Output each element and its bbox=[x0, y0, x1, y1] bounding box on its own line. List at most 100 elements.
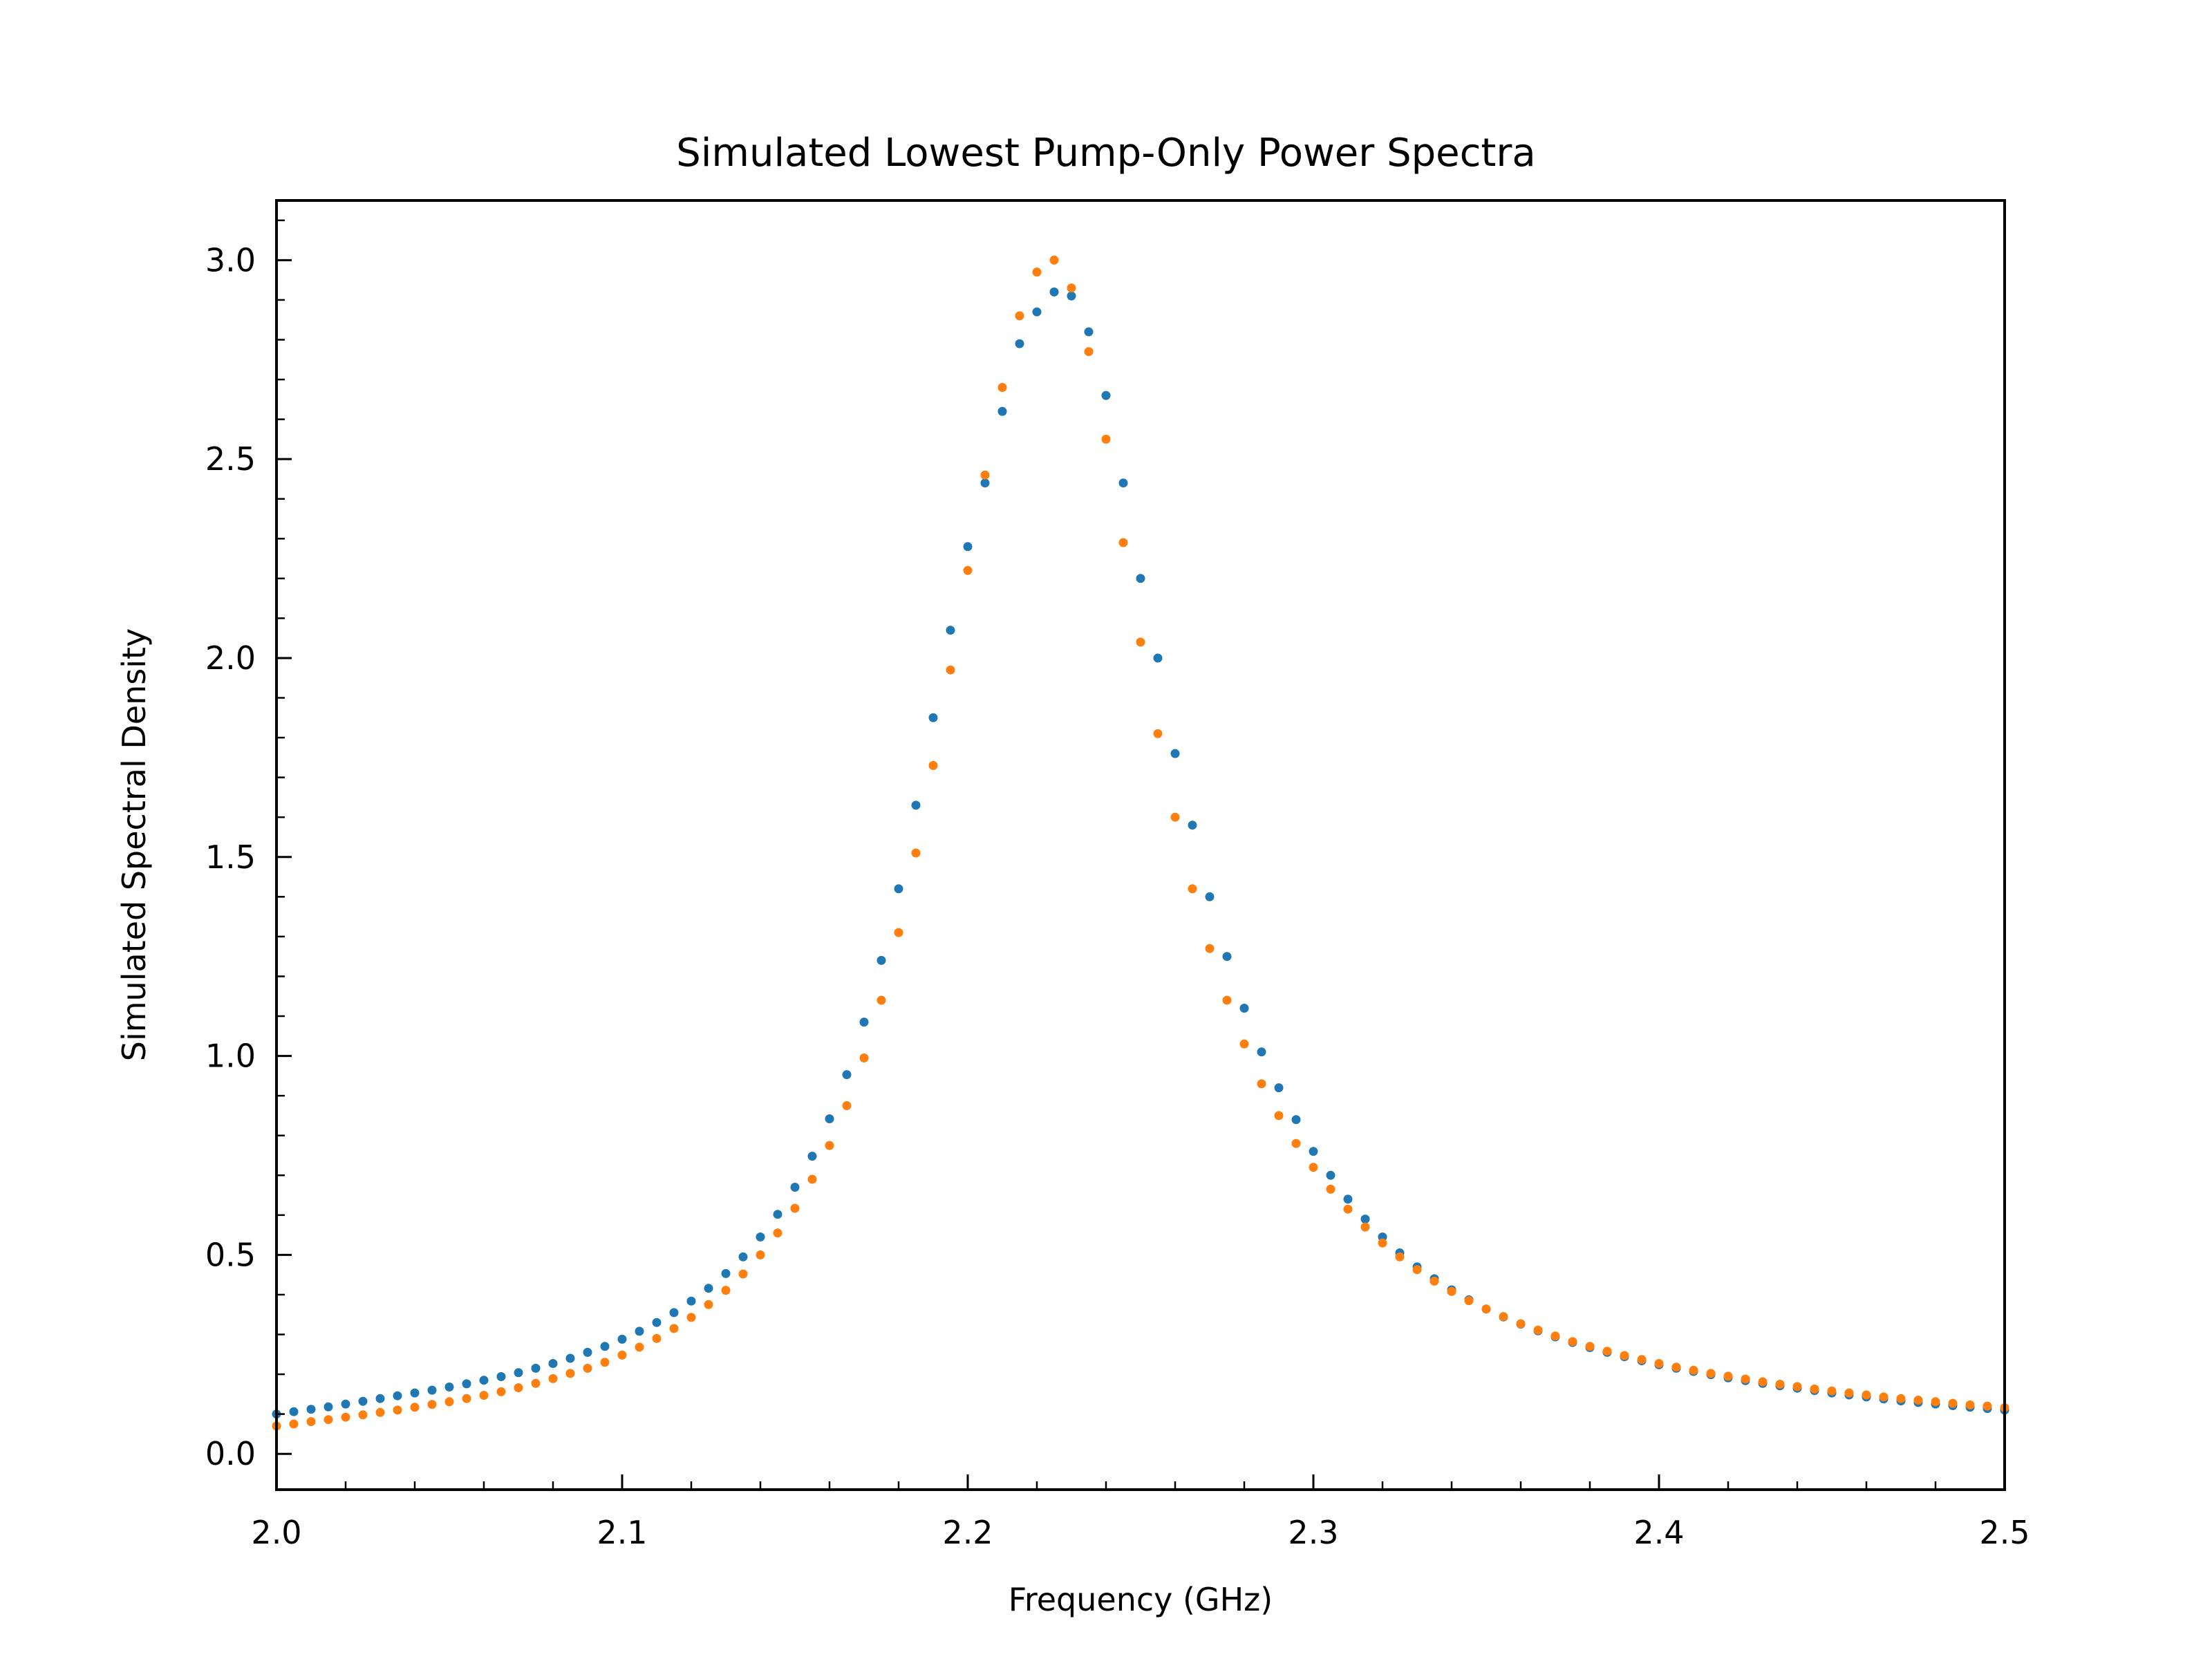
series-2-point bbox=[1810, 1384, 1819, 1394]
series-2-point bbox=[1343, 1204, 1353, 1214]
series-2-point bbox=[1844, 1388, 1854, 1398]
series-1-point bbox=[635, 1327, 644, 1336]
series-1-point bbox=[704, 1284, 713, 1293]
data-marks bbox=[272, 255, 2009, 1431]
series-2-point bbox=[514, 1383, 523, 1393]
series-1-point bbox=[427, 1385, 437, 1395]
x-tick-label: 2.1 bbox=[597, 1514, 647, 1551]
series-2-point bbox=[894, 928, 903, 937]
series-2-point bbox=[1015, 311, 1024, 321]
series-1-point bbox=[1015, 339, 1024, 348]
series-2-point bbox=[1965, 1400, 1975, 1409]
series-1-point bbox=[911, 800, 921, 810]
x-axis-label: Frequency (GHz) bbox=[1009, 1581, 1273, 1618]
series-2-point bbox=[1568, 1337, 1577, 1347]
plot-frame bbox=[275, 199, 2006, 1491]
series-2-point bbox=[1032, 268, 1042, 277]
series-1-point bbox=[1153, 653, 1163, 663]
series-2-point bbox=[1775, 1380, 1785, 1389]
series-1-point bbox=[1101, 391, 1111, 400]
series-2-point bbox=[1049, 255, 1059, 265]
series-2-point bbox=[600, 1358, 610, 1367]
series-1-point bbox=[358, 1396, 368, 1406]
series-2-point bbox=[825, 1141, 834, 1150]
series-2-point bbox=[479, 1391, 489, 1400]
series-1-point bbox=[531, 1363, 541, 1373]
series-2-point bbox=[1896, 1394, 1906, 1403]
series-1-point bbox=[1257, 1047, 1266, 1057]
series-2-point bbox=[1913, 1396, 1923, 1405]
series-1-point bbox=[1343, 1194, 1353, 1204]
series-2-point bbox=[410, 1403, 420, 1412]
series-2-point bbox=[877, 995, 886, 1005]
series-2-point bbox=[1170, 812, 1180, 822]
series-2-point bbox=[946, 665, 955, 675]
series-2-point bbox=[1637, 1355, 1647, 1365]
series-1-point bbox=[790, 1183, 800, 1192]
series-2-point bbox=[1291, 1138, 1301, 1148]
series-2-point bbox=[721, 1286, 731, 1295]
series-1-point bbox=[1222, 952, 1232, 962]
series-2-point bbox=[1101, 434, 1111, 444]
series-2-point bbox=[1533, 1325, 1543, 1335]
series-2-point bbox=[1430, 1276, 1439, 1286]
series-2-point bbox=[1067, 283, 1076, 293]
series-2-point bbox=[635, 1342, 644, 1352]
series-1-point bbox=[963, 542, 973, 552]
series-2-point bbox=[531, 1378, 541, 1388]
series-2-point bbox=[1602, 1347, 1612, 1356]
x-tick-label: 2.2 bbox=[942, 1514, 993, 1551]
series-1-point bbox=[652, 1318, 662, 1327]
y-tick-label: 1.5 bbox=[205, 838, 256, 876]
series-2-point bbox=[565, 1369, 575, 1378]
series-1-point bbox=[1360, 1215, 1370, 1224]
x-tick-label: 2.4 bbox=[1633, 1514, 1684, 1551]
x-tick-label: 2.5 bbox=[1979, 1514, 2030, 1551]
series-1-point bbox=[565, 1353, 575, 1363]
series-2-point bbox=[1188, 884, 1197, 894]
series-2-point bbox=[859, 1053, 869, 1062]
series-2-point bbox=[1706, 1369, 1716, 1378]
series-2-point bbox=[807, 1174, 817, 1184]
series-2-point bbox=[773, 1228, 782, 1238]
series-2-point bbox=[1620, 1351, 1629, 1360]
series-1-point bbox=[980, 478, 990, 488]
y-axis-label: Simulated Spectral Density bbox=[115, 628, 153, 1061]
series-2-point bbox=[738, 1269, 748, 1279]
series-2-point bbox=[1412, 1265, 1422, 1275]
y-tick-label: 2.5 bbox=[205, 440, 256, 478]
series-1-point bbox=[997, 406, 1007, 416]
series-2-point bbox=[289, 1419, 299, 1429]
series-2-point bbox=[583, 1363, 592, 1373]
series-1-point bbox=[289, 1407, 299, 1416]
series-2-point bbox=[1153, 729, 1163, 738]
series-2-point bbox=[1741, 1374, 1750, 1384]
series-2-point bbox=[1464, 1296, 1474, 1306]
series-1-point bbox=[1274, 1083, 1284, 1093]
series-1-point bbox=[1205, 892, 1215, 901]
series-1-point bbox=[756, 1232, 765, 1241]
series-1-point bbox=[617, 1334, 627, 1344]
series-2-point bbox=[704, 1300, 713, 1309]
series-2-point bbox=[358, 1410, 368, 1420]
series-2-point bbox=[842, 1101, 852, 1110]
series-2-point bbox=[1516, 1319, 1526, 1329]
series-1-point bbox=[393, 1391, 402, 1400]
y-tick-label: 0.0 bbox=[205, 1435, 256, 1472]
series-1-point bbox=[444, 1382, 454, 1391]
series-2-point bbox=[790, 1203, 800, 1213]
series-2-point bbox=[1585, 1342, 1595, 1351]
series-2-point bbox=[1758, 1377, 1768, 1387]
y-tick-label: 1.0 bbox=[205, 1038, 256, 1075]
series-2-point bbox=[1084, 347, 1094, 357]
series-2-point bbox=[462, 1394, 471, 1403]
series-1-point bbox=[859, 1018, 869, 1027]
series-2-point bbox=[1499, 1312, 1508, 1322]
series-1-point bbox=[410, 1388, 420, 1398]
series-2-point bbox=[1395, 1252, 1405, 1262]
series-1-point bbox=[877, 955, 886, 965]
series-2-point bbox=[1360, 1222, 1370, 1232]
series-1-point bbox=[341, 1399, 350, 1409]
series-2-point bbox=[496, 1387, 506, 1396]
x-tick-label: 2.3 bbox=[1288, 1514, 1338, 1551]
